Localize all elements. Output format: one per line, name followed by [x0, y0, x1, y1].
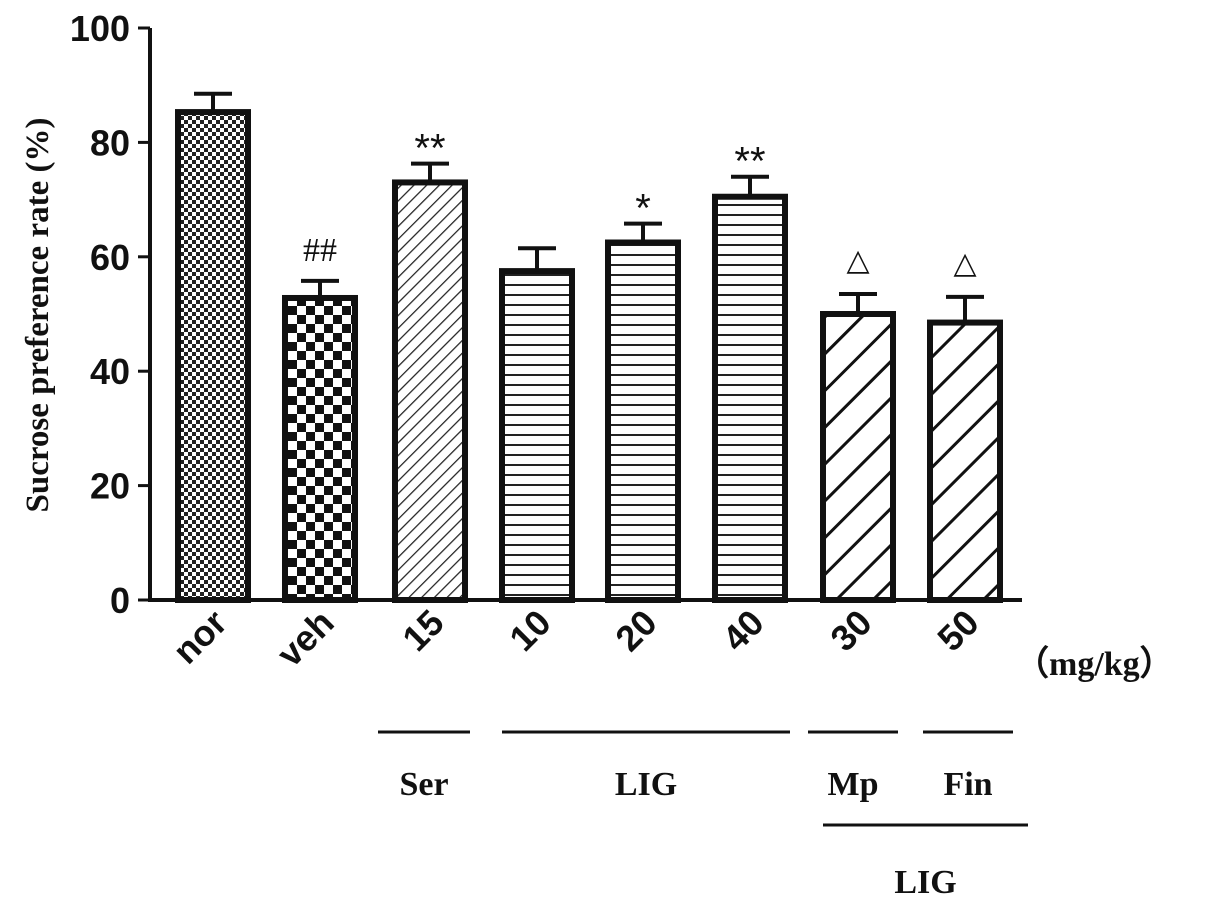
y-axis-label: Sucrose preference rate (%) — [20, 118, 56, 513]
bar-30 — [820, 311, 896, 603]
group-label: Fin — [943, 766, 992, 803]
error-bar — [411, 161, 449, 183]
y-tick-label: 40 — [90, 351, 130, 392]
x-tick-label: 10 — [501, 602, 558, 659]
significance-marker: △ — [846, 243, 869, 278]
x-tick-label: nor — [165, 602, 235, 672]
group-brackets: Ser LIG Mp Fin LIG — [378, 730, 1028, 901]
bar-veh — [282, 294, 358, 603]
error-bar — [624, 221, 662, 243]
bar-10 — [499, 268, 575, 603]
x-tick-label: 50 — [929, 602, 986, 659]
bar-50 — [927, 319, 1003, 603]
significance-marker: △ — [953, 246, 976, 281]
bar-40 — [712, 193, 788, 604]
x-tick-label: 40 — [714, 602, 771, 659]
y-tick-label: 60 — [90, 237, 130, 278]
x-tick-label: veh — [269, 602, 342, 675]
y-tick-label: 80 — [90, 122, 130, 163]
error-bar — [194, 91, 232, 113]
y-axis-ticks: 0 20 40 60 80 100 — [70, 8, 150, 621]
y-tick-label: 20 — [90, 466, 130, 507]
bar-15 — [392, 179, 468, 603]
x-tick-label: 20 — [607, 602, 664, 659]
significance-marker: ** — [734, 140, 765, 184]
x-axis-tick-labels: nor veh 15 10 20 40 30 50 — [165, 602, 987, 675]
group-label: Mp — [828, 766, 879, 803]
significance-marker: ** — [414, 127, 445, 171]
unit-label: （mg/kg） — [1015, 644, 1174, 683]
significance-marker: ## — [303, 232, 337, 269]
significance-marker: * — [635, 187, 651, 231]
error-bar — [518, 246, 556, 272]
error-bar — [946, 294, 984, 323]
significance-layer: ##*****△ △ — [303, 127, 977, 281]
group-label: LIG — [894, 864, 956, 901]
x-tick-label: 15 — [394, 602, 451, 659]
error-bars-layer — [194, 91, 984, 323]
x-tick-label: 30 — [822, 602, 879, 659]
bars-layer — [175, 109, 1003, 604]
error-bar — [839, 291, 877, 314]
group-label: LIG — [615, 766, 677, 803]
y-tick-label: 0 — [110, 580, 130, 621]
group-label: Ser — [399, 766, 448, 803]
y-tick-label: 100 — [70, 8, 130, 49]
bar-nor — [175, 109, 251, 603]
bar-20 — [605, 239, 681, 603]
error-bar — [731, 174, 769, 197]
error-bar — [301, 278, 339, 298]
